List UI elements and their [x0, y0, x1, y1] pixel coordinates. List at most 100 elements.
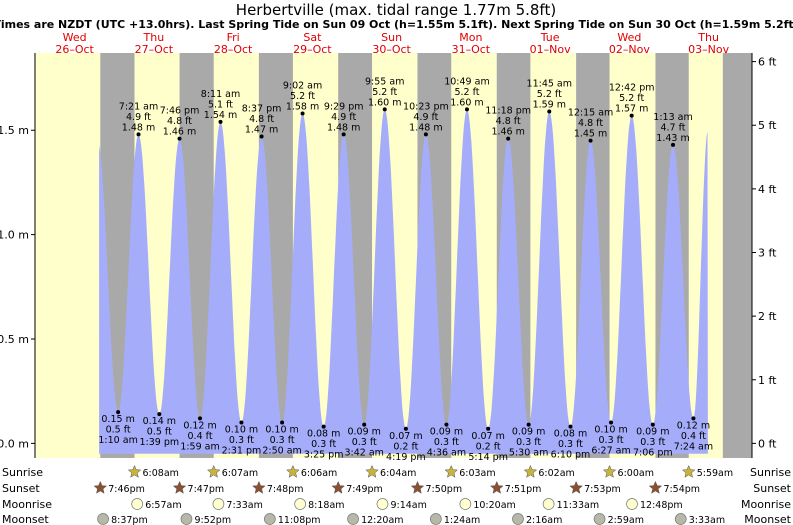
low-tide-label: 0.3 ft [352, 437, 377, 448]
day-name: Wed [63, 31, 87, 44]
day-date: 26–Oct [55, 43, 94, 56]
sunset-time: 7:50pm [425, 484, 462, 495]
high-tide-label: 1.59 m [533, 99, 566, 110]
row-label-left: Sunrise [2, 466, 43, 479]
moonset-time: 1:24am [444, 515, 480, 525]
high-tide-label: 7:21 am [119, 101, 158, 112]
sunrise-icon [286, 464, 300, 478]
row-label-right: Moonrise [741, 498, 791, 511]
tide-point [198, 416, 203, 421]
sunrise-icon [602, 464, 617, 478]
high-tide-label: 1.48 m [409, 122, 442, 133]
low-tide-label: 0.2 ft [393, 441, 418, 452]
moonrise-time: 8:18am [308, 500, 344, 511]
sunset-time: 7:51pm [505, 484, 542, 495]
low-tide-label: 7:06 pm [633, 448, 673, 459]
high-tide-label: 4.8 ft [578, 118, 603, 129]
right-tick-label: 3 ft [758, 246, 777, 259]
low-tide-label: 0.12 m [677, 420, 710, 431]
low-tide-label: 0.09 m [430, 427, 463, 438]
sunrise-time: 6:00am [618, 468, 654, 479]
low-tide-label: 0.3 ft [599, 435, 624, 446]
low-tide-label: 1:59 am [180, 441, 219, 452]
left-tick-label: 1.5 m [0, 124, 29, 137]
low-tide-label: 0.10 m [265, 425, 298, 436]
sunrise-time: 6:08am [142, 468, 178, 479]
day-name: Sun [381, 31, 402, 44]
tide-point [691, 416, 696, 421]
tide-point [568, 424, 573, 429]
high-tide-label: 8:11 am [201, 89, 240, 100]
low-tide-label: 5:14 pm [468, 452, 508, 463]
day-date: 28–Oct [214, 43, 253, 56]
low-tide-label: 0.07 m [471, 431, 504, 442]
high-tide-label: 5.2 ft [454, 87, 479, 98]
high-tide-label: 9:29 pm [324, 101, 364, 112]
day-name: Mon [459, 31, 482, 44]
right-tick-label: 5 ft [758, 119, 777, 132]
high-tide-label: 5.2 ft [372, 87, 397, 98]
moonset-time: 8:37pm [111, 515, 148, 525]
low-tide-label: 3:25 pm [304, 450, 344, 461]
low-tide-label: 0.5 ft [147, 427, 172, 438]
moonrise-time: 7:33am [226, 500, 262, 511]
tide-area [99, 109, 708, 454]
tide-point [341, 132, 346, 137]
sunrise-icon [523, 464, 538, 478]
high-tide-label: 5.2 ft [290, 91, 315, 102]
day-date: 30–Oct [372, 43, 411, 56]
high-tide-label: 1.60 m [450, 97, 483, 108]
tide-point [259, 134, 264, 139]
sunset-time: 7:53pm [584, 484, 621, 495]
sunrise-icon [206, 464, 221, 478]
high-tide-label: 1.54 m [204, 110, 237, 121]
sunrise-time: 6:07am [222, 468, 258, 479]
tide-point [239, 420, 244, 425]
low-tide-label: 0.2 ft [476, 441, 501, 452]
moonrise-time: 10:20am [473, 500, 515, 511]
low-tide-label: 4:36 am [427, 448, 466, 459]
sunset-icon [252, 480, 266, 494]
day-name: Thu [697, 31, 719, 44]
high-tide-label: 11:45 am [527, 78, 572, 89]
high-tide-label: 1.57 m [615, 104, 648, 115]
tide-point [218, 119, 223, 124]
moonset-icon [264, 513, 276, 525]
tide-point [136, 132, 141, 137]
low-tide-label: 6:10 pm [551, 450, 591, 461]
high-tide-label: 1.47 m [245, 125, 278, 136]
moonrise-icon [131, 498, 144, 510]
tide-point [464, 107, 469, 112]
tide-point [526, 422, 531, 427]
sunset-time: 7:48pm [267, 484, 304, 495]
moonrise-time: 9:14am [390, 500, 426, 511]
day-date: 03–Nov [688, 43, 729, 56]
high-tide-label: 9:02 am [283, 81, 322, 92]
right-tick-label: 4 ft [758, 183, 777, 196]
tide-point [321, 424, 326, 429]
low-tide-label: 0.08 m [307, 429, 340, 440]
tide-point [280, 420, 285, 425]
sunrise-icon [681, 464, 696, 478]
moonset-time: 12:20am [361, 515, 403, 525]
high-tide-label: 1.46 m [163, 127, 196, 138]
high-tide-label: 1:13 am [653, 112, 692, 123]
left-tick-label: 0.0 m [0, 437, 29, 450]
row-label-left: Moonrise [2, 498, 52, 511]
low-tide-label: 0.10 m [594, 425, 627, 436]
high-tide-label: 1.60 m [368, 97, 401, 108]
day-date: 01–Nov [530, 43, 571, 56]
sunrise-time: 6:02am [538, 468, 574, 479]
tide-point [423, 132, 428, 137]
low-tide-label: 0.3 ft [229, 435, 254, 446]
tide-point [486, 426, 491, 431]
high-tide-label: 1.48 m [122, 122, 155, 133]
low-tide-label: 0.3 ft [640, 437, 665, 448]
sunset-icon [93, 480, 108, 494]
day-name: Thu [143, 31, 165, 44]
low-tide-label: 6:27 am [591, 446, 630, 457]
day-date: 29–Oct [293, 43, 332, 56]
low-tide-label: 2:50 am [262, 446, 301, 457]
low-tide-label: 0.10 m [225, 425, 258, 436]
sunrise-time: 6:03am [459, 468, 495, 479]
